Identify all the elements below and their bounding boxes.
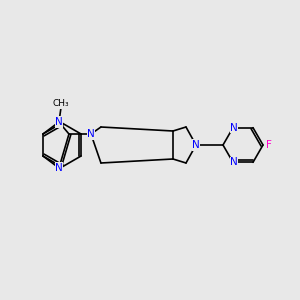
Text: N: N: [192, 140, 200, 150]
Text: CH₃: CH₃: [52, 100, 69, 109]
Text: N: N: [55, 163, 63, 173]
Text: N: N: [230, 157, 238, 167]
Text: F: F: [266, 140, 272, 150]
Text: N: N: [87, 129, 95, 139]
Text: N: N: [230, 123, 238, 133]
Text: N: N: [55, 117, 63, 127]
